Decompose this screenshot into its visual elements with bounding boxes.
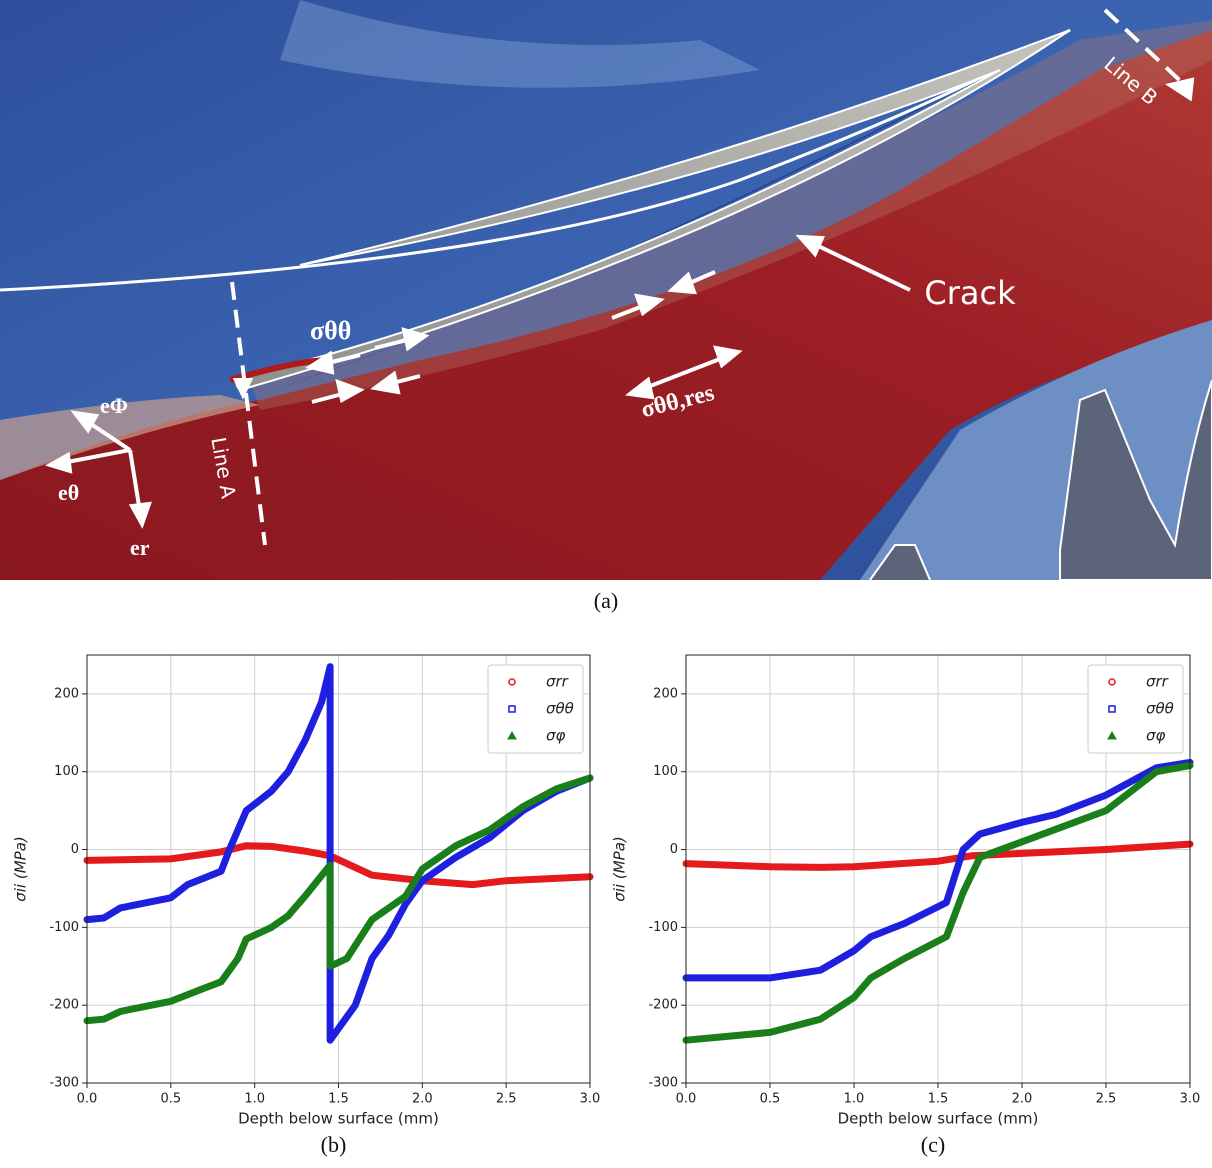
caption: (c) [921,1132,945,1157]
y-tick-label: 200 [54,686,79,701]
legend-label: σrr [546,673,569,691]
series-line [682,758,1194,982]
x-tick-label: 0.0 [676,1092,697,1107]
axis-label: eθ [58,480,79,505]
x-tick-label: 1.0 [244,1092,265,1107]
x-tick-label: 1.0 [844,1092,865,1107]
x-tick-label: 1.5 [928,1092,949,1107]
legend-marker [1108,678,1116,686]
legend-marker [1108,705,1116,713]
y-axis-label: σii (MPa) [611,836,629,902]
y-tick-label: 0 [670,842,678,857]
legend-label: σφ [546,727,566,745]
x-tick-label: 3.0 [580,1092,601,1107]
series-line [83,842,594,889]
legend-marker [507,730,517,740]
y-tick-label: 0 [71,842,79,857]
y-tick-label: -200 [648,998,678,1013]
legend-label: σφ [1146,727,1166,745]
x-tick-label: 2.0 [1012,1092,1033,1107]
stress-label: σθθ [310,316,351,345]
x-tick-label: 1.5 [328,1092,349,1107]
surface-edge [0,28,1071,292]
x-axis-label: Depth below surface (mm) [238,1110,439,1128]
plot-frame [685,654,1191,1084]
arrows [44,77,1195,529]
y-tick-label: 100 [653,764,678,779]
x-tick-label: 3.0 [1180,1092,1201,1107]
x-tick-label: 0.5 [160,1092,181,1107]
legend-marker [508,678,516,686]
legend-label: σrr [1146,673,1169,691]
axis-label: eΦ [100,393,128,418]
legend-label: σθθ [1146,700,1174,718]
x-tick-label: 2.5 [1096,1092,1117,1107]
axis-label: er [130,535,150,560]
legend-marker [1107,730,1117,740]
x-tick-label: 0.0 [77,1092,98,1107]
shade [280,0,760,88]
y-tick-label: -300 [648,1076,678,1091]
plot-frame [86,654,591,1084]
tooth [869,544,931,581]
crack-label: Crack [924,274,1016,312]
y-tick-label: 100 [54,764,79,779]
y-tick-label: 200 [653,686,678,701]
y-tick-label: -100 [49,920,79,935]
legend-box [487,664,584,754]
legend-label: σθθ [546,700,574,718]
x-tick-label: 2.0 [412,1092,433,1107]
legend-marker [508,705,516,713]
series-line [682,762,1194,1044]
y-tick-label: -100 [648,920,678,935]
legend-box [1087,664,1184,754]
transition [0,395,260,480]
y-axis-label: σii (MPa) [12,836,30,902]
panel-a: Crack Line A Line B σθθ σθθ,res eΦ eθ er… [0,0,1212,613]
series-line [83,663,594,1044]
caption: (a) [594,588,618,613]
y-tick-label: -200 [49,998,79,1013]
section-lines [230,8,1192,546]
red-region [0,30,1212,580]
caption: (b) [321,1132,347,1157]
series-line [83,774,594,1025]
series-line [682,840,1194,871]
y-tick-label: -300 [49,1076,79,1091]
x-axis-label: Depth below surface (mm) [838,1110,1039,1128]
x-tick-label: 0.5 [760,1092,781,1107]
x-tick-label: 2.5 [496,1092,517,1107]
